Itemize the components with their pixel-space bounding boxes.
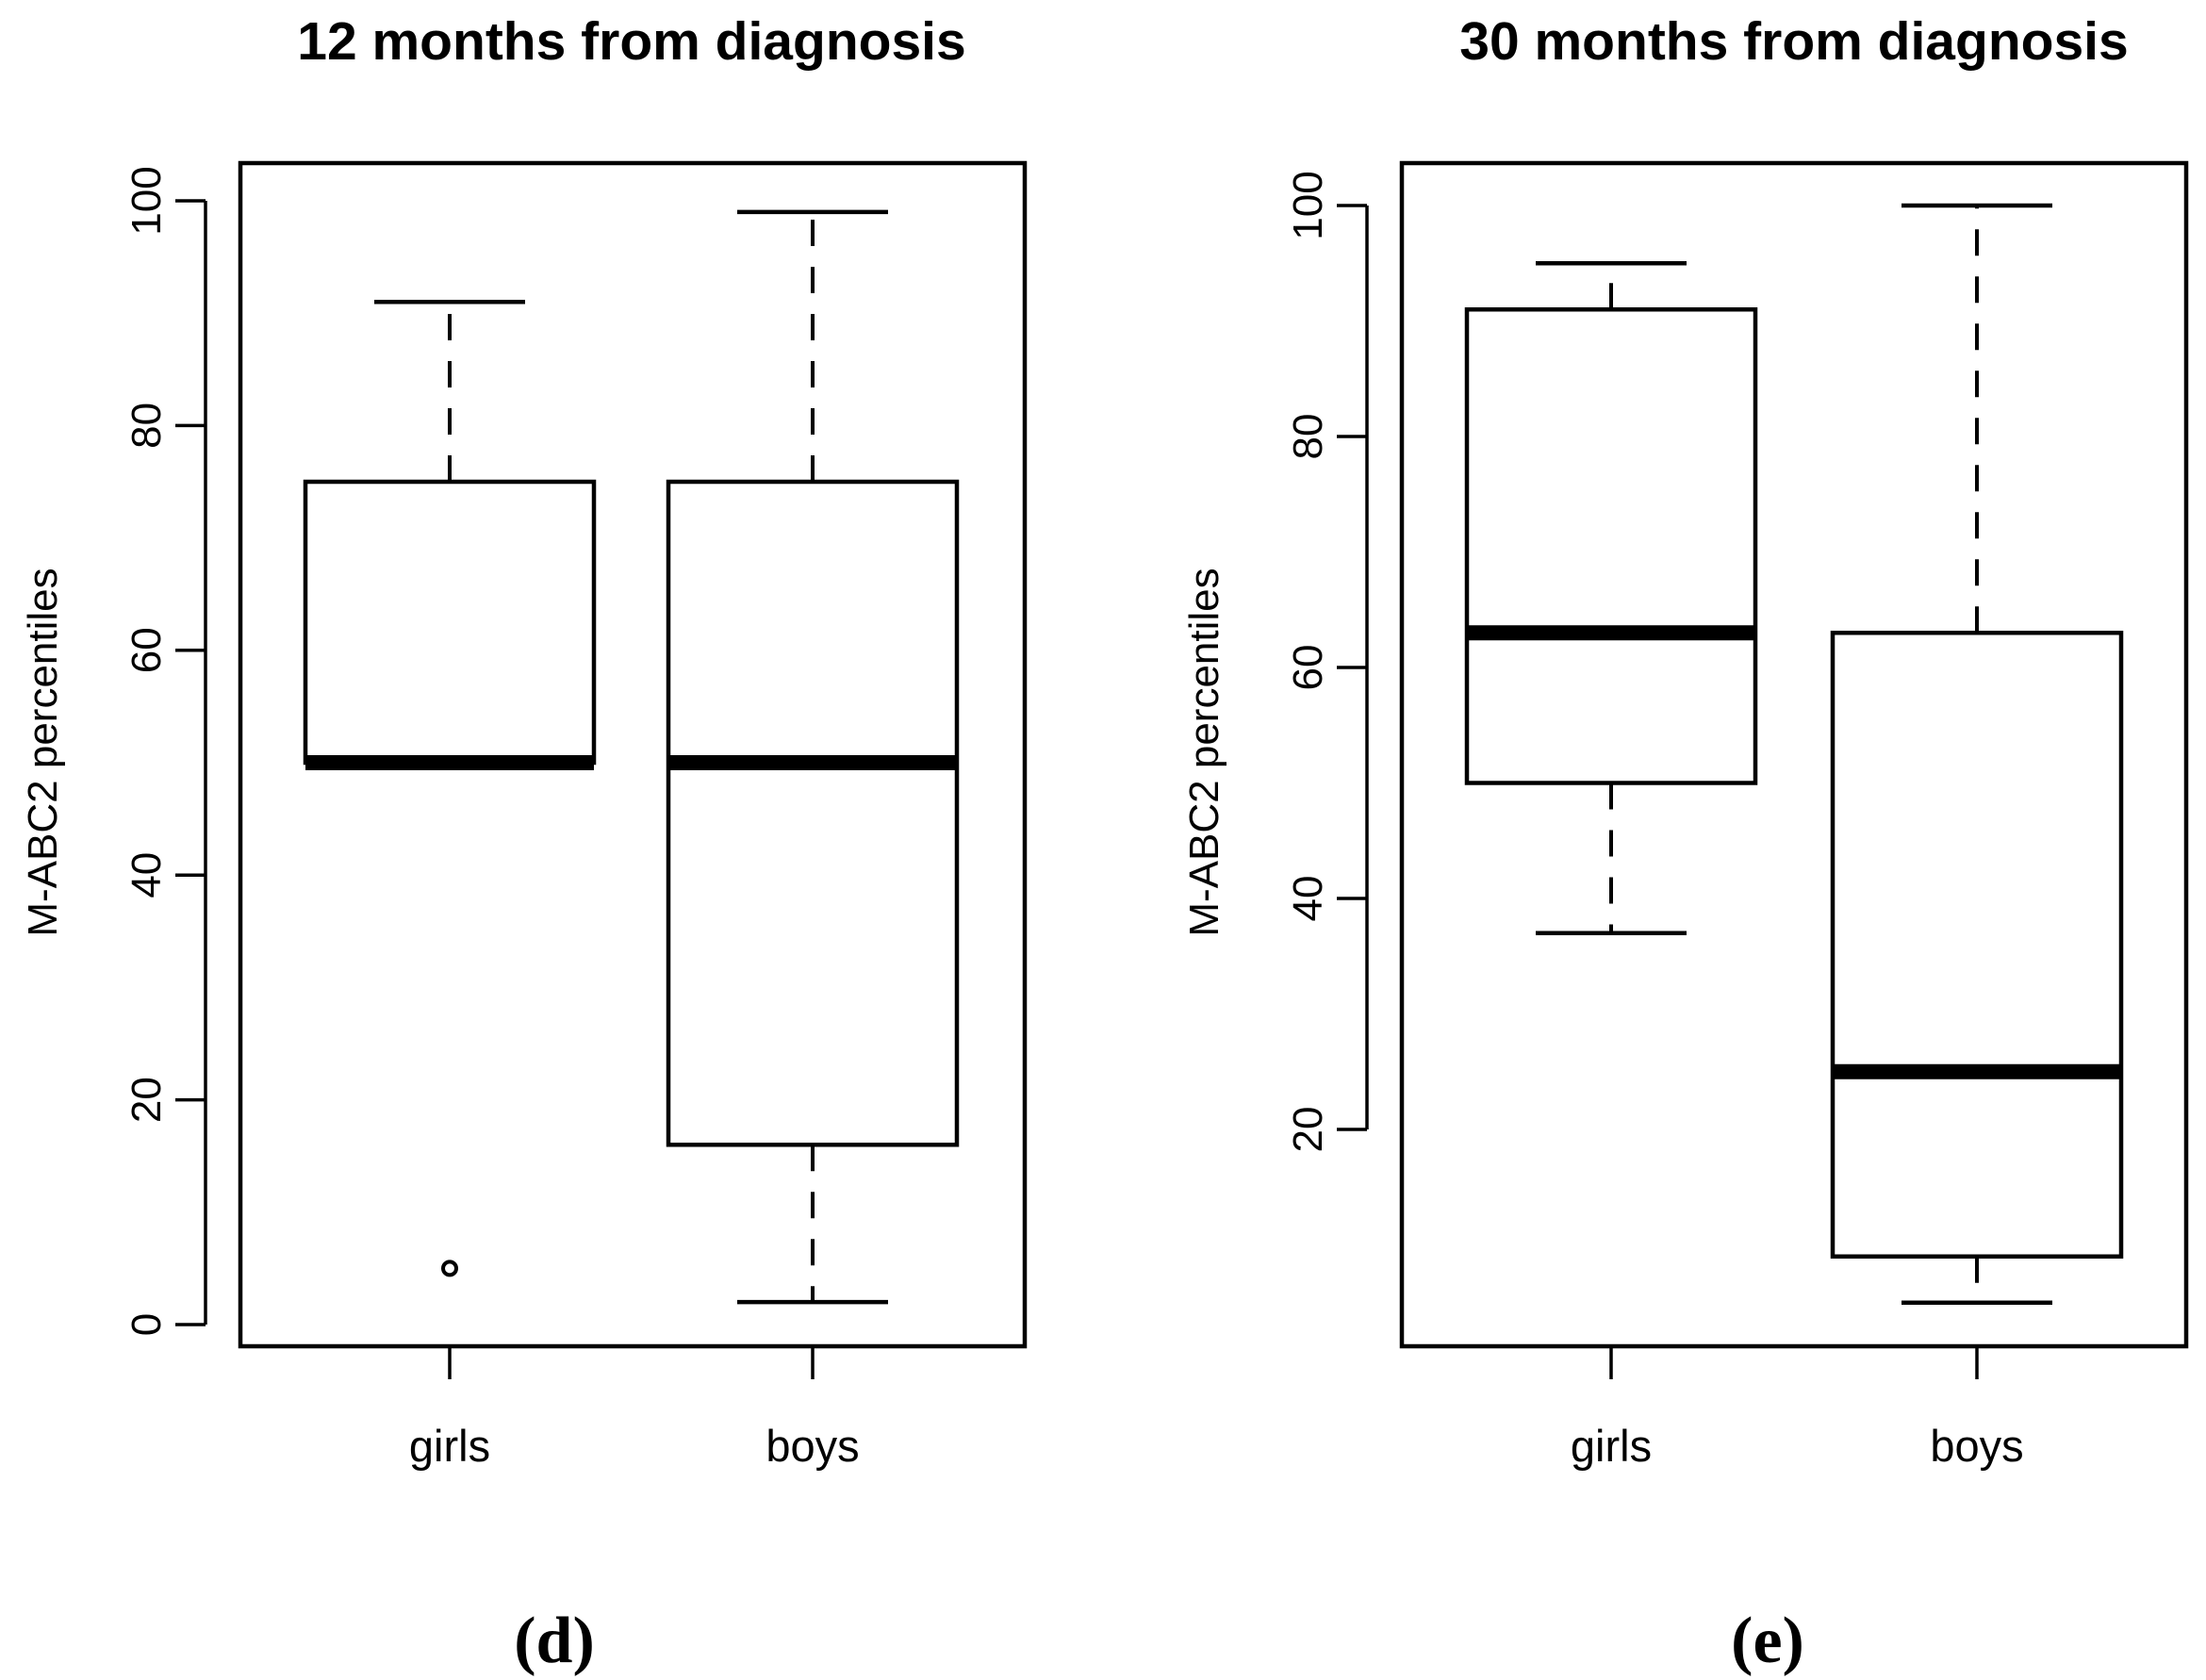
- y-tick-label: 100: [123, 166, 170, 235]
- plot-frame: [1399, 160, 2189, 1349]
- panel-e: 30 months from diagnosis M-ABC2 percenti…: [1181, 11, 2189, 1677]
- box-iqr: [666, 479, 960, 1147]
- box-girls: [303, 300, 597, 1277]
- x-tick-label: girls: [1571, 1421, 1652, 1471]
- panel-d: 12 months from diagnosis M-ABC2 percenti…: [20, 11, 1028, 1677]
- box-series: [1464, 203, 2124, 1305]
- y-tick-label: 80: [1285, 414, 1331, 460]
- x-tick-label: boys: [1930, 1421, 2023, 1471]
- y-tick-label: 100: [1285, 171, 1331, 239]
- x-tick-label: girls: [409, 1421, 490, 1471]
- x-tick-label: boys: [766, 1421, 859, 1471]
- y-tick-label: 60: [1285, 645, 1331, 691]
- panel-label: (d): [514, 1605, 595, 1677]
- box-boys: [1830, 203, 2124, 1305]
- y-tick-label: 40: [1285, 876, 1331, 922]
- chart-title: 12 months from diagnosis: [297, 11, 965, 72]
- box-iqr: [303, 479, 597, 766]
- box-iqr: [1464, 307, 1758, 785]
- box-iqr: [1830, 631, 2124, 1259]
- outlier-point: [441, 1260, 458, 1277]
- y-tick-label: 20: [1285, 1107, 1331, 1153]
- panel-label: (e): [1731, 1605, 1804, 1677]
- y-tick-label: 20: [123, 1077, 170, 1123]
- y-tick-label: 0: [123, 1313, 170, 1336]
- y-axis: 20 40 60 80 100: [1285, 171, 1369, 1153]
- chart-title: 30 months from diagnosis: [1459, 11, 2128, 72]
- x-axis: girls boys: [409, 1348, 860, 1471]
- box-series: [303, 209, 960, 1305]
- x-axis: girls boys: [1571, 1348, 2024, 1471]
- box-boys: [666, 209, 960, 1305]
- plot-frame: [238, 160, 1028, 1349]
- y-tick-label: 40: [123, 852, 170, 898]
- y-axis: 0 20 40 60 80 100: [123, 166, 207, 1336]
- y-axis-label: M-ABC2 percentiles: [1181, 568, 1227, 936]
- box-girls: [1464, 261, 1758, 935]
- y-tick-label: 80: [123, 403, 170, 449]
- y-tick-label: 60: [123, 627, 170, 673]
- y-axis-label: M-ABC2 percentiles: [20, 568, 66, 936]
